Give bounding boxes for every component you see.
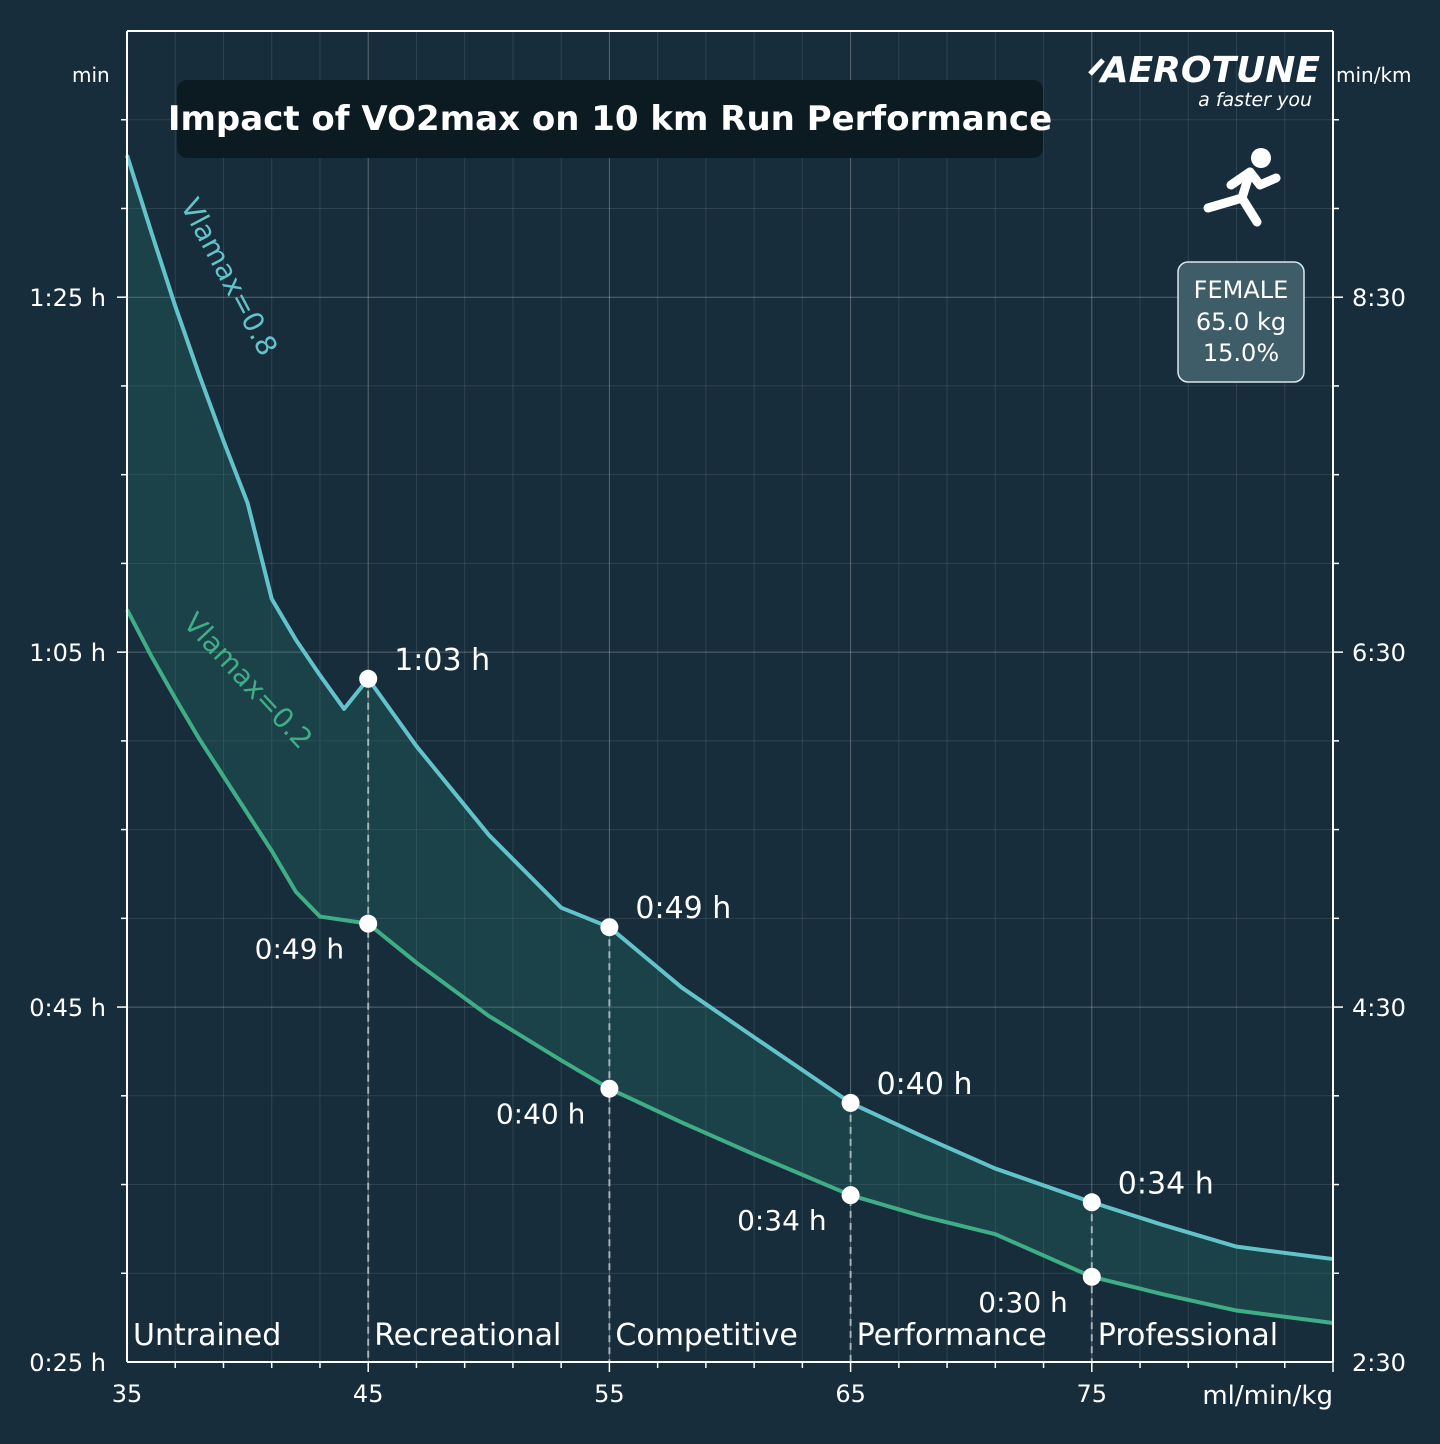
running-person-icon (1203, 148, 1281, 227)
series-line-vlamax-0-2 (125, 608, 1334, 1325)
category-label: Recreational (374, 1318, 561, 1353)
data-point-vlamax-0-8 (841, 1093, 860, 1112)
data-point-vlamax-0-2 (359, 914, 378, 933)
data-labels: 1:03 h 0:49 h 0:40 h 0:34 h 0:49 h 0:40 h 0:34… (255, 643, 1214, 1319)
data-label-vlamax-0-2: 0:30 h (978, 1286, 1068, 1319)
droplines (367, 678, 1093, 1362)
series-line-vlamax-0-8 (125, 154, 1334, 1262)
athlete-info-background (1177, 261, 1305, 383)
data-point-vlamax-0-2 (600, 1079, 619, 1098)
category-label: Untrained (133, 1318, 281, 1353)
aerotune-logo: AEROTUNE a faster you (1088, 50, 1321, 111)
brand-name: AEROTUNE (1098, 50, 1321, 91)
data-label-vlamax-0-2: 0:49 h (255, 933, 345, 966)
x-tick-label: 35 (112, 1380, 143, 1408)
y-tick-label-left: 0:25 h (29, 1349, 106, 1377)
x-tick-label: 65 (835, 1380, 866, 1408)
category-label: Competitive (615, 1318, 797, 1353)
category-label: Performance (857, 1318, 1047, 1353)
athlete-weight: 65.0 kg (1196, 308, 1286, 336)
y-axis-right-unit: min/km (1336, 63, 1412, 87)
category-label: Professional (1098, 1318, 1278, 1353)
data-label-vlamax-0-2: 0:40 h (496, 1098, 586, 1131)
logo-accent-mark (1088, 58, 1105, 76)
athlete-sex: FEMALE (1194, 276, 1289, 304)
y-tick-label-left: 0:45 h (29, 994, 106, 1022)
chart-title-box (177, 80, 1043, 158)
data-point-vlamax-0-2 (841, 1186, 860, 1205)
x-tick-label: 55 (594, 1380, 625, 1408)
axes (126, 30, 1334, 1363)
chart-title: Impact of VO2max on 10 km Run Performanc… (168, 99, 1052, 139)
ticks: 35 45 55 65 75 0:25 h 0:45 h 1:05 h 1:25 h 2:30 4:… (29, 118, 1406, 1408)
athlete-info-box: FEMALE 65.0 kg 15.0% (1177, 261, 1305, 383)
data-label-vlamax-0-8: 0:49 h (635, 891, 731, 926)
markers (359, 669, 1101, 1286)
athlete-body-fat: 15.0% (1203, 339, 1279, 367)
brand-tagline: a faster you (1198, 89, 1312, 111)
categories: Untrained Recreational Competitive Performa… (133, 1318, 1278, 1353)
x-axis-label: ml/min/kg (1202, 1381, 1333, 1411)
x-tick-label: 45 (353, 1380, 384, 1408)
y-tick-label-right: 4:30 (1352, 994, 1406, 1022)
data-point-vlamax-0-8 (1082, 1193, 1101, 1212)
data-point-vlamax-0-8 (359, 669, 378, 688)
data-label-vlamax-0-8: 0:34 h (1118, 1166, 1214, 1201)
y-tick-label-right: 8:30 (1352, 284, 1406, 312)
data-point-vlamax-0-2 (1082, 1267, 1101, 1286)
y-tick-label-left: 1:05 h (29, 639, 106, 667)
y-axis-left-unit: min (72, 63, 110, 87)
y-tick-label-left: 1:25 h (29, 284, 106, 312)
data-label-vlamax-0-8: 1:03 h (394, 643, 490, 678)
data-point-vlamax-0-8 (600, 918, 619, 937)
grid (127, 31, 1333, 1362)
data-label-vlamax-0-2: 0:34 h (737, 1204, 827, 1237)
y-tick-label-right: 6:30 (1352, 639, 1406, 667)
y-tick-label-right: 2:30 (1352, 1349, 1406, 1377)
data-label-vlamax-0-8: 0:40 h (877, 1067, 973, 1102)
x-tick-label: 75 (1077, 1380, 1108, 1408)
